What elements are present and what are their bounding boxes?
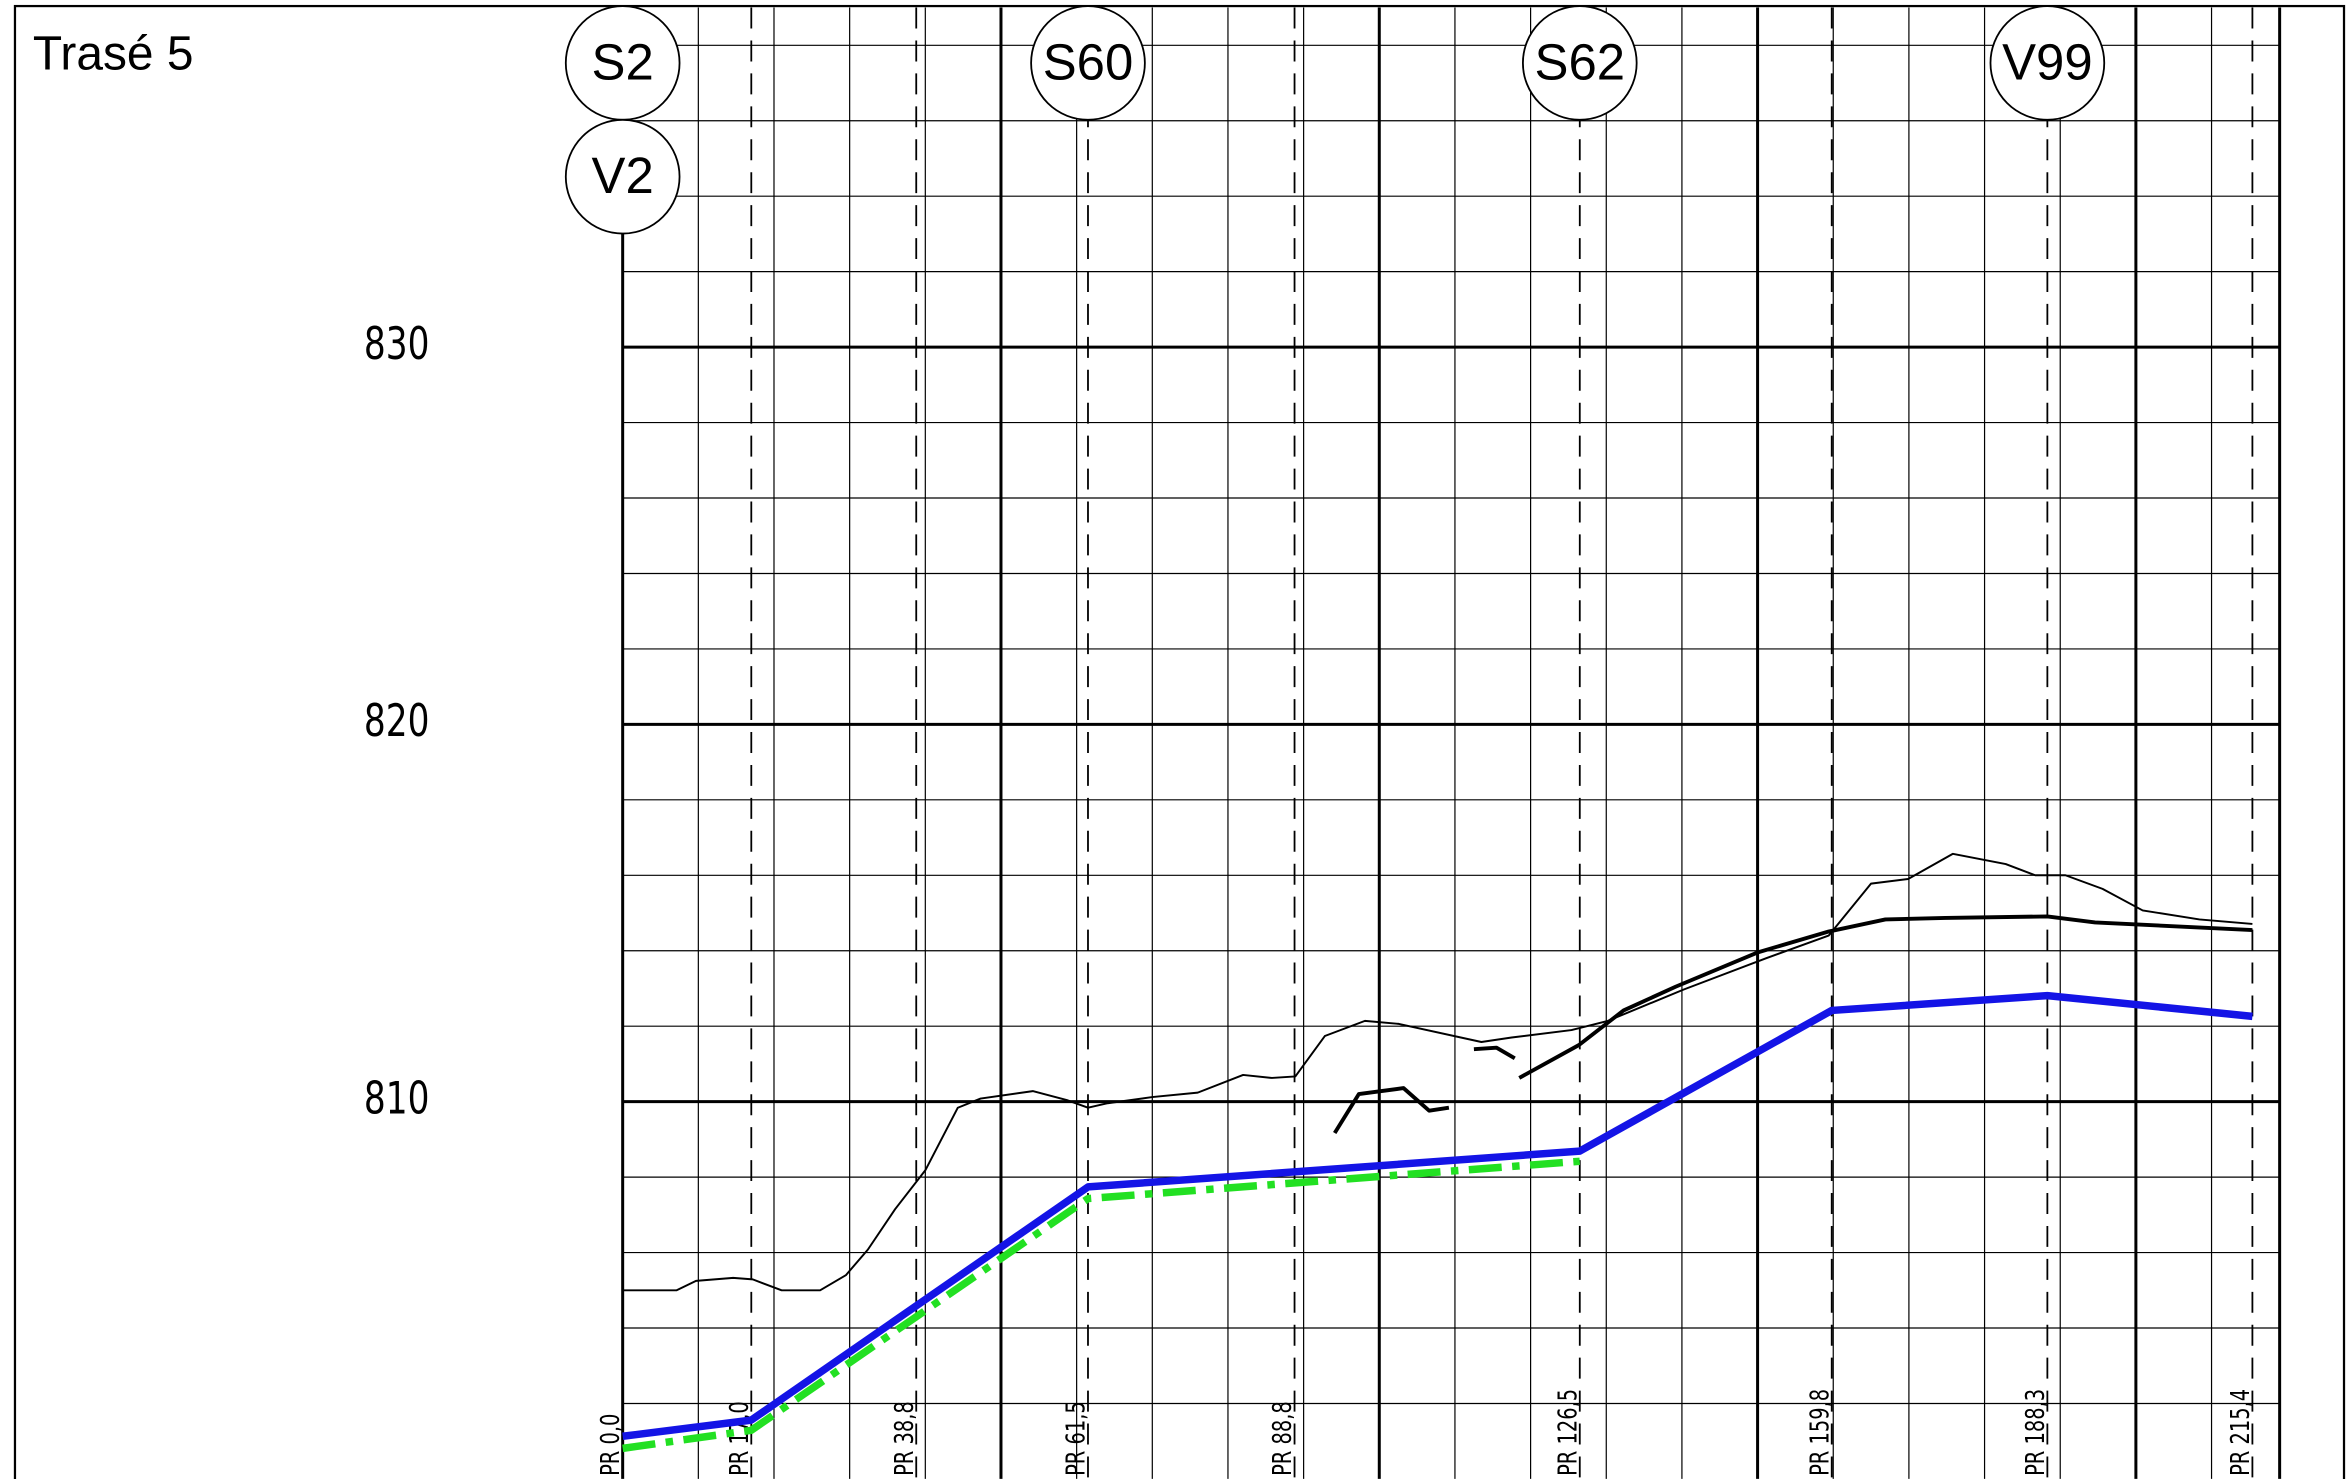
title: Trasé 5 xyxy=(33,28,194,81)
manhole-circle xyxy=(564,118,681,235)
manhole-label: V2 xyxy=(592,147,654,204)
station-label: PR 126,5 xyxy=(1553,1389,1583,1476)
profile-line xyxy=(1518,914,2253,1080)
profile-line xyxy=(622,852,2253,1292)
profile-line xyxy=(622,1157,1581,1453)
profile-line xyxy=(622,991,2253,1440)
manhole-circle xyxy=(1030,5,1146,121)
station-label: PR 159,8 xyxy=(1805,1389,1835,1476)
station-label: PR 215,4 xyxy=(2225,1389,2255,1476)
y-tick-label: 820 xyxy=(364,694,430,747)
station-label: PR 38,8 xyxy=(889,1401,919,1476)
frame xyxy=(13,4,2346,1479)
profile-line xyxy=(1333,1045,1516,1135)
y-tick-label: 810 xyxy=(364,1071,430,1124)
manhole-label: S62 xyxy=(1535,33,1626,90)
station-label: PR 17,0 xyxy=(724,1401,754,1476)
manhole-label: V99 xyxy=(2002,33,2093,90)
y-tick-label: 830 xyxy=(364,317,430,370)
station-label: PR 188,3 xyxy=(2020,1389,2050,1476)
station-label: PR 88,8 xyxy=(1267,1401,1297,1476)
station-label: PR 61,5 xyxy=(1061,1401,1091,1476)
manhole-label: S2 xyxy=(592,33,654,90)
manhole-circle xyxy=(1522,5,1638,121)
manhole-circle xyxy=(1989,5,2106,121)
station-label: PR 0,0 xyxy=(595,1414,625,1476)
manhole-label: S60 xyxy=(1043,33,1134,90)
